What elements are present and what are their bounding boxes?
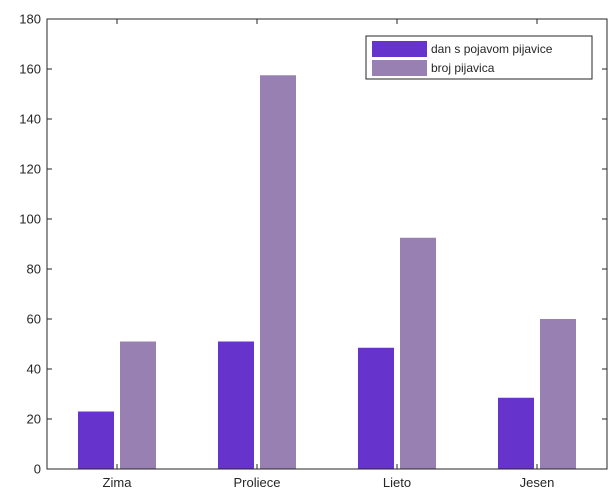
bar-zima-broj-pijavica	[120, 341, 156, 469]
bar-proliece-dan-s-pojavom-pijavice	[218, 341, 254, 469]
legend-swatch-dan-s-pojavom-pijavice	[372, 41, 427, 57]
y-tick-label-180: 180	[19, 12, 41, 27]
axes-box	[46, 18, 608, 470]
y-axis-ticks: 0 20 40 60 80 100 120 140 160 180	[19, 12, 607, 477]
y-tick-label-80: 80	[27, 262, 41, 277]
bar-proliece-broj-pijavica	[260, 75, 296, 469]
legend-label-dan-s-pojavom-pijavice: dan s pojavom pijavice	[431, 42, 553, 56]
y-tick-label-0: 0	[34, 462, 41, 477]
y-tick-label-100: 100	[19, 212, 41, 227]
x-tick-label-jesen: Jesen	[520, 475, 555, 490]
y-tick-label-40: 40	[27, 362, 41, 377]
legend: dan s pojavom pijavice broj pijavica	[365, 35, 593, 80]
bars-layer	[78, 75, 576, 469]
y-tick-label-120: 120	[19, 162, 41, 177]
bar-jesen-dan-s-pojavom-pijavice	[498, 397, 534, 469]
y-tick-label-140: 140	[19, 112, 41, 127]
x-tick-label-lieto: Lieto	[383, 475, 411, 490]
bar-lieto-broj-pijavica	[400, 237, 436, 469]
bar-lieto-dan-s-pojavom-pijavice	[358, 347, 394, 469]
y-tick-label-20: 20	[27, 412, 41, 427]
x-tick-label-proliece: Proliece	[234, 475, 281, 490]
x-tick-label-zima: Zima	[103, 475, 133, 490]
legend-swatch-broj-pijavica	[372, 60, 427, 76]
y-tick-label-160: 160	[19, 62, 41, 77]
legend-label-broj-pijavica: broj pijavica	[431, 61, 495, 75]
bar-zima-dan-s-pojavom-pijavice	[78, 411, 114, 469]
x-axis-ticks: Zima Proliece Lieto Jesen	[103, 19, 555, 490]
bar-jesen-broj-pijavica	[540, 319, 576, 469]
y-tick-label-60: 60	[27, 312, 41, 327]
